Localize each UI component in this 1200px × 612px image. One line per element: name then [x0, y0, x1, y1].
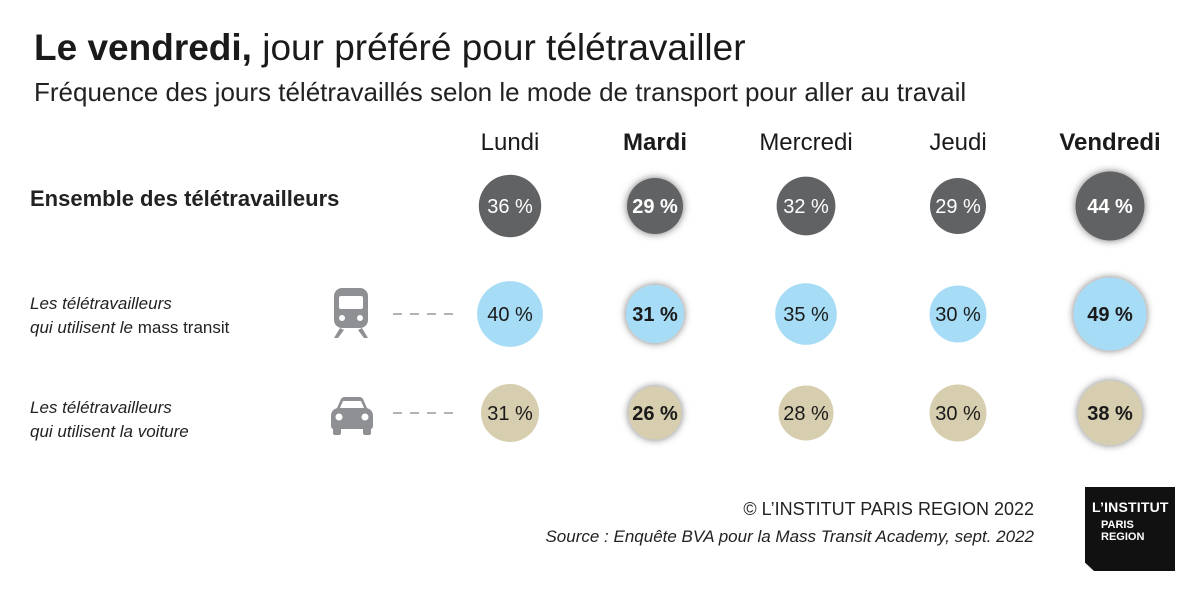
bubble-circle: [478, 174, 542, 238]
bubble-value-label: 31 %: [632, 304, 678, 326]
bubble-1-jeudi: 30 %: [929, 285, 987, 343]
day-label-mardi: Mardi: [623, 129, 687, 156]
bubble-0-jeudi: 29 %: [930, 178, 986, 234]
bubble-circle: [1075, 171, 1145, 241]
transit-line2-a: qui utilisent le: [30, 318, 138, 337]
connector-dashes: [393, 313, 455, 414]
bubble-value-label: 44 %: [1087, 196, 1133, 218]
logo-line1: L’INSTITUT: [1092, 499, 1169, 515]
row-label-transit: Les télétravailleurs qui utilisent le ma…: [30, 292, 229, 340]
car-icon: [331, 397, 373, 435]
bubble-value-label: 49 %: [1087, 304, 1133, 326]
bubble-0-vendredi: 44 %: [1075, 171, 1145, 241]
chart-title: Le vendredi, jour préféré pour télétrava…: [34, 26, 746, 70]
source-note: Source : Enquête BVA pour la Mass Transi…: [545, 527, 1034, 546]
row-label-car-line2: qui utilisent la voiture: [30, 422, 189, 441]
bubble-0-mercredi: 32 %: [776, 176, 836, 236]
row-label-car-line1: Les télétravailleurs: [30, 398, 172, 417]
bubble-circle: [1077, 380, 1143, 446]
bubble-circle: [776, 176, 836, 236]
bubble-2-vendredi: 38 %: [1077, 380, 1143, 446]
title-rest: jour préféré pour télétravailler: [251, 27, 746, 68]
bubble-circle: [477, 281, 543, 347]
row-label-transit-line1: Les télétravailleurs: [30, 294, 172, 313]
bubble-circle: [930, 178, 986, 234]
bubble-value-label: 29 %: [935, 196, 981, 218]
bubble-value-label: 35 %: [783, 304, 829, 326]
bubble-value-label: 28 %: [783, 403, 829, 425]
row-label-all: Ensemble des télétravailleurs: [30, 186, 340, 211]
bubble-2-mercredi: 28 %: [778, 385, 834, 441]
bubble-circle: [481, 384, 539, 442]
day-label-lundi: Lundi: [481, 129, 540, 156]
bubble-value-label: 38 %: [1087, 403, 1133, 425]
title-bold: Le vendredi,: [34, 27, 252, 68]
bubble-1-mardi: 31 %: [626, 285, 684, 343]
bubble-circle: [929, 285, 987, 343]
bubble-0-lundi: 36 %: [478, 174, 542, 238]
bubble-value-label: 40 %: [487, 304, 533, 326]
row-label-car: Les télétravailleurs qui utilisent la vo…: [30, 396, 189, 444]
bubbles: 36 % 29 % 32 % 29 % 44 % 40 % 31 % 35 % 30 % 49 %…: [477, 171, 1147, 446]
bubble-value-label: 30 %: [935, 403, 981, 425]
bubble-value-label: 32 %: [783, 196, 829, 218]
bubble-0-mardi: 29 %: [627, 178, 683, 234]
bubble-value-label: 36 %: [487, 196, 533, 218]
day-label-mercredi: Mercredi: [759, 129, 852, 156]
bubble-1-vendredi: 49 %: [1073, 277, 1147, 351]
bubble-value-label: 29 %: [632, 196, 678, 218]
logo-paris: PARIS: [1101, 519, 1134, 531]
chart-subtitle: Fréquence des jours télétravaillés selon…: [34, 77, 967, 107]
row-label-transit-line2: qui utilisent le mass transit: [30, 316, 229, 340]
transit-line2-b: mass transit: [137, 318, 230, 337]
day-label-jeudi: Jeudi: [929, 129, 986, 156]
institut-logo: L’INSTITUT PARIS REGION: [1085, 487, 1175, 571]
bubble-circle: [1073, 277, 1147, 351]
bubble-circle: [775, 283, 837, 345]
bubble-1-mercredi: 35 %: [775, 283, 837, 345]
bubble-circle: [627, 178, 683, 234]
bubble-2-jeudi: 30 %: [929, 384, 987, 442]
logo-region: REGION: [1101, 531, 1145, 543]
day-labels: Lundi Mardi Mercredi Jeudi Vendredi: [481, 129, 1161, 156]
logo-line2: PARIS REGION: [1101, 519, 1144, 543]
copyright: © L’INSTITUT PARIS REGION 2022: [743, 499, 1034, 519]
bubble-circle: [929, 384, 987, 442]
day-label-vendredi: Vendredi: [1059, 129, 1160, 156]
bubble-1-lundi: 40 %: [477, 281, 543, 347]
train-icon: [334, 288, 368, 338]
bubble-value-label: 26 %: [632, 403, 678, 425]
bubble-value-label: 31 %: [487, 403, 533, 425]
bubble-circle: [778, 385, 834, 441]
bubble-circle: [628, 386, 682, 440]
bubble-value-label: 30 %: [935, 304, 981, 326]
bubble-circle: [626, 285, 684, 343]
bubble-2-mardi: 26 %: [628, 386, 682, 440]
bubble-2-lundi: 31 %: [481, 384, 539, 442]
